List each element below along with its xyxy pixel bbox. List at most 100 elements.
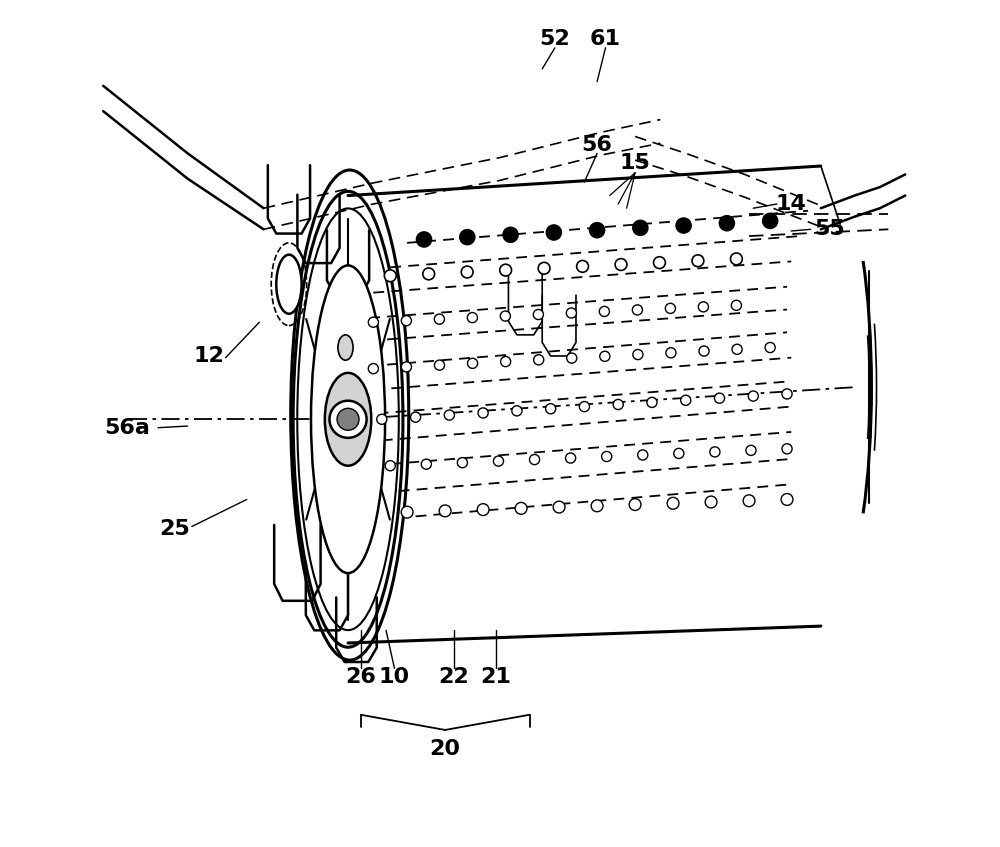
Circle shape — [748, 391, 758, 401]
Circle shape — [467, 313, 477, 323]
Circle shape — [731, 300, 741, 310]
Circle shape — [599, 307, 609, 317]
Circle shape — [579, 401, 589, 412]
Circle shape — [632, 305, 642, 315]
Ellipse shape — [276, 255, 302, 313]
Circle shape — [385, 461, 395, 471]
Circle shape — [534, 355, 544, 365]
Circle shape — [503, 227, 518, 242]
Ellipse shape — [338, 335, 353, 360]
Circle shape — [434, 314, 444, 324]
Circle shape — [699, 346, 709, 356]
Ellipse shape — [325, 373, 371, 466]
Circle shape — [676, 218, 691, 233]
Circle shape — [493, 456, 504, 466]
Circle shape — [460, 230, 475, 245]
Circle shape — [638, 450, 648, 460]
Circle shape — [337, 408, 359, 430]
Circle shape — [444, 410, 454, 420]
Circle shape — [423, 268, 435, 280]
Circle shape — [600, 352, 610, 362]
Circle shape — [477, 504, 489, 516]
Circle shape — [401, 362, 411, 372]
Text: 12: 12 — [193, 346, 224, 366]
Circle shape — [743, 495, 755, 507]
Circle shape — [329, 401, 367, 438]
Circle shape — [411, 412, 421, 423]
Circle shape — [401, 316, 411, 326]
Circle shape — [746, 446, 756, 456]
Circle shape — [533, 309, 543, 319]
Circle shape — [667, 497, 679, 509]
Circle shape — [478, 408, 488, 418]
Circle shape — [714, 393, 725, 403]
Circle shape — [416, 232, 432, 247]
Circle shape — [705, 496, 717, 508]
Circle shape — [782, 444, 792, 454]
Circle shape — [529, 455, 540, 465]
Circle shape — [647, 397, 657, 407]
Circle shape — [553, 501, 565, 513]
Text: 10: 10 — [379, 667, 410, 687]
Circle shape — [439, 505, 451, 517]
Text: 61: 61 — [590, 30, 621, 49]
Circle shape — [719, 216, 734, 230]
Text: 14: 14 — [776, 194, 807, 214]
Circle shape — [500, 264, 512, 276]
Text: 22: 22 — [438, 667, 469, 687]
Circle shape — [467, 358, 478, 368]
Circle shape — [538, 263, 550, 274]
Circle shape — [434, 360, 445, 370]
Circle shape — [577, 261, 588, 272]
Circle shape — [421, 459, 431, 469]
Circle shape — [546, 225, 561, 240]
Circle shape — [781, 494, 793, 506]
Circle shape — [730, 253, 742, 265]
Circle shape — [566, 453, 576, 463]
Circle shape — [615, 258, 627, 270]
Text: 56a: 56a — [104, 418, 150, 438]
Text: 21: 21 — [480, 667, 511, 687]
Circle shape — [589, 223, 605, 238]
Text: 25: 25 — [160, 519, 190, 539]
Circle shape — [732, 344, 742, 354]
Circle shape — [567, 353, 577, 363]
Circle shape — [710, 447, 720, 457]
Circle shape — [368, 363, 378, 374]
Circle shape — [666, 348, 676, 358]
Text: 15: 15 — [620, 153, 651, 174]
Circle shape — [591, 500, 603, 512]
Circle shape — [665, 303, 675, 313]
Circle shape — [633, 350, 643, 360]
Text: 55: 55 — [814, 219, 845, 240]
Circle shape — [674, 448, 684, 458]
Circle shape — [512, 406, 522, 416]
Text: 56: 56 — [582, 135, 613, 155]
Circle shape — [602, 451, 612, 462]
Circle shape — [698, 302, 708, 312]
Circle shape — [457, 457, 467, 468]
Circle shape — [654, 257, 665, 268]
Circle shape — [461, 266, 473, 278]
Circle shape — [546, 404, 556, 414]
Circle shape — [384, 270, 396, 282]
Text: 52: 52 — [539, 30, 570, 49]
Circle shape — [763, 213, 778, 229]
Circle shape — [501, 357, 511, 367]
Text: 20: 20 — [430, 739, 461, 759]
Circle shape — [368, 317, 378, 327]
Circle shape — [633, 220, 648, 235]
Circle shape — [629, 499, 641, 511]
Circle shape — [500, 311, 510, 321]
Ellipse shape — [311, 265, 385, 573]
Circle shape — [566, 308, 576, 318]
Text: 26: 26 — [345, 667, 376, 687]
Circle shape — [377, 414, 387, 424]
Circle shape — [765, 342, 775, 352]
Circle shape — [692, 255, 704, 267]
Circle shape — [782, 389, 792, 399]
Circle shape — [613, 400, 623, 410]
Circle shape — [515, 502, 527, 514]
Circle shape — [401, 507, 413, 518]
Circle shape — [681, 396, 691, 406]
